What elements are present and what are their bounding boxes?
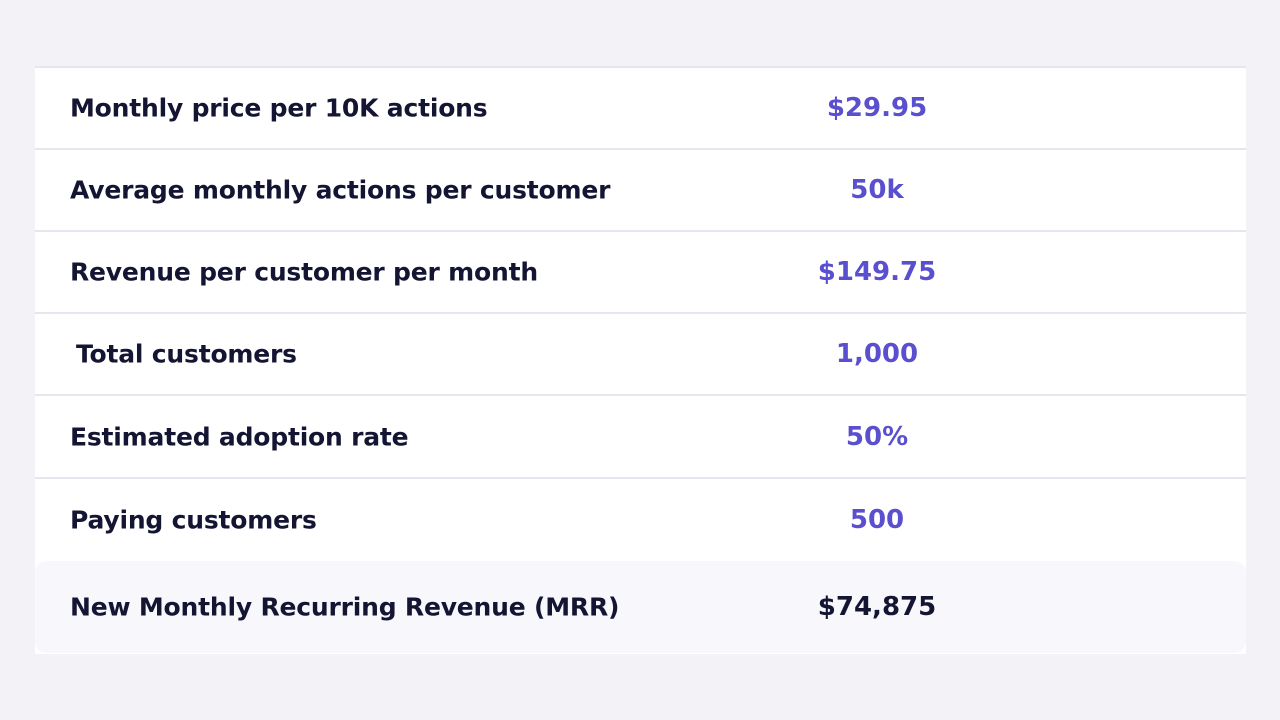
row-value: 50% xyxy=(845,422,909,452)
row-value: 500 xyxy=(849,505,905,535)
row-label: Monthly price per 10K actions xyxy=(70,93,488,123)
table-row: Total customers 1,000 xyxy=(35,314,1246,396)
row-value: 1,000 xyxy=(835,339,919,369)
table-row: Estimated adoption rate 50% xyxy=(35,397,1246,479)
row-label: Estimated adoption rate xyxy=(70,422,409,452)
table-row: Monthly price per 10K actions $29.95 xyxy=(35,68,1246,150)
total-value: $74,875 xyxy=(817,592,937,622)
row-label: Paying customers xyxy=(70,505,317,535)
total-label: New Monthly Recurring Revenue (MRR) xyxy=(70,592,620,622)
total-row: New Monthly Recurring Revenue (MRR) $74,… xyxy=(35,561,1246,653)
table-row: Average monthly actions per customer 50k xyxy=(35,150,1246,232)
row-value: $29.95 xyxy=(826,93,928,123)
row-label: Average monthly actions per customer xyxy=(70,175,611,205)
row-label: Total customers xyxy=(76,339,297,369)
table-row: Revenue per customer per month $149.75 xyxy=(35,232,1246,314)
row-value: 50k xyxy=(850,175,904,205)
row-label: Revenue per customer per month xyxy=(70,257,538,287)
row-value: $149.75 xyxy=(817,257,937,287)
revenue-table: Monthly price per 10K actions $29.95 Ave… xyxy=(35,66,1246,654)
table-row: Paying customers 500 xyxy=(35,479,1246,561)
